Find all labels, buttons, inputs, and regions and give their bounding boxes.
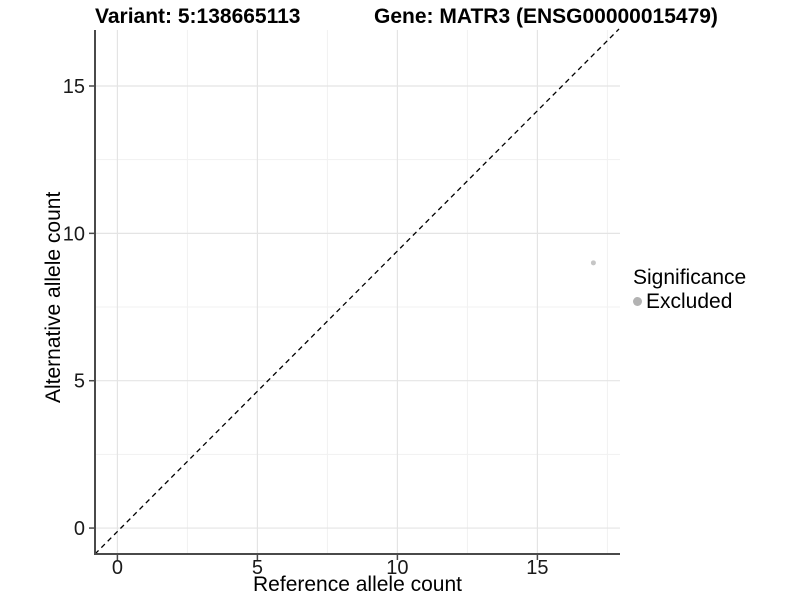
x-tick-label: 10 xyxy=(386,557,408,579)
legend-item: Excluded xyxy=(633,290,746,313)
y-tick-label: 10 xyxy=(63,223,85,245)
y-tick-label: 15 xyxy=(63,76,85,98)
y-tick-label: 0 xyxy=(74,518,85,540)
x-axis-label: Reference allele count xyxy=(253,573,462,596)
x-tick-label: 0 xyxy=(112,557,123,579)
y-axis-label: Alternative allele count xyxy=(42,191,65,403)
y-tick-label: 5 xyxy=(74,371,85,393)
legend: Significance Excluded xyxy=(633,266,746,313)
identity-line xyxy=(94,28,620,555)
data-point xyxy=(590,260,596,266)
x-tick-label: 15 xyxy=(526,557,548,579)
legend-point-icon xyxy=(633,297,642,306)
legend-title: Significance xyxy=(633,266,747,289)
plot-title-variant: Variant: 5:138665113 xyxy=(95,5,301,28)
plot-title-gene: Gene: MATR3 (ENSG00000015479) xyxy=(374,5,718,28)
x-tick-label: 5 xyxy=(252,557,263,579)
legend-item-label: Excluded xyxy=(646,290,733,313)
